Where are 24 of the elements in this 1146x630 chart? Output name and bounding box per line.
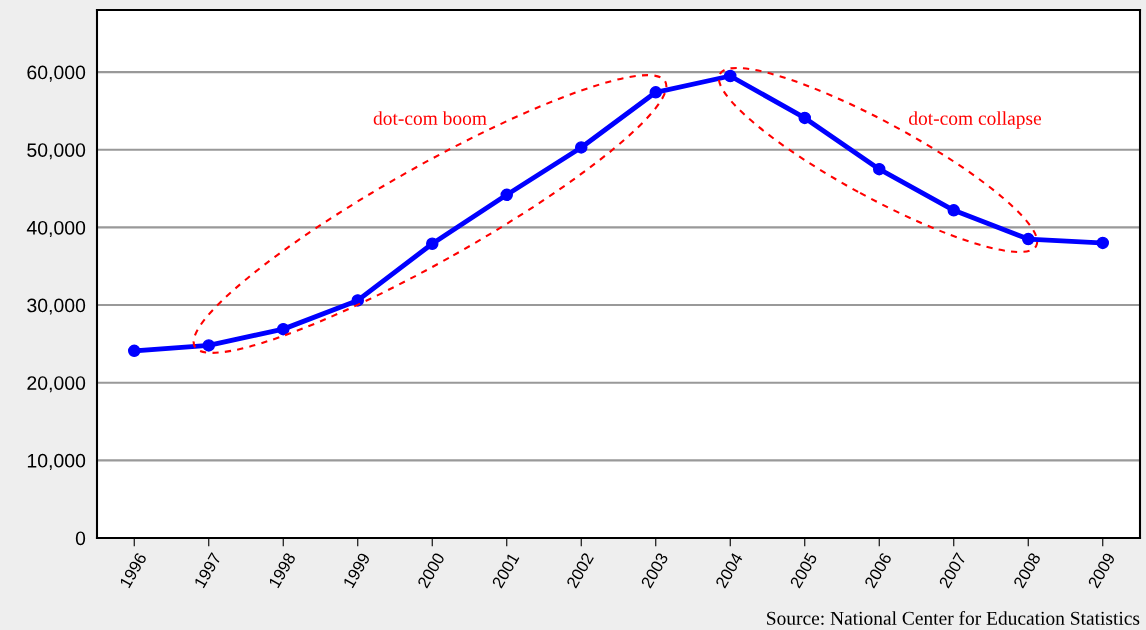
point <box>202 339 216 352</box>
point <box>500 188 514 202</box>
y-tick-label: 0 <box>75 531 86 546</box>
y-tick-label: 30,000 <box>27 298 86 315</box>
point <box>127 344 141 358</box>
annotation: dot-com collapse <box>909 111 1042 129</box>
point <box>798 111 812 125</box>
y-tick-label: 20,000 <box>27 376 86 393</box>
point <box>351 294 365 307</box>
source-note: Source: National Center for Education Statistics <box>767 610 1140 625</box>
point <box>1021 232 1035 246</box>
y-tick-label: 10,000 <box>27 453 86 470</box>
point <box>425 237 439 250</box>
point <box>574 141 588 154</box>
point <box>649 86 663 99</box>
point <box>276 322 290 336</box>
point <box>947 204 961 217</box>
annotation: dot-com boom <box>373 111 487 125</box>
point <box>872 162 886 176</box>
point <box>723 69 737 83</box>
y-tick-label: 40,000 <box>26 220 86 237</box>
y-tick-label: 50,000 <box>27 143 86 160</box>
point <box>1096 236 1110 250</box>
y-tick-label: 60,000 <box>27 65 86 82</box>
